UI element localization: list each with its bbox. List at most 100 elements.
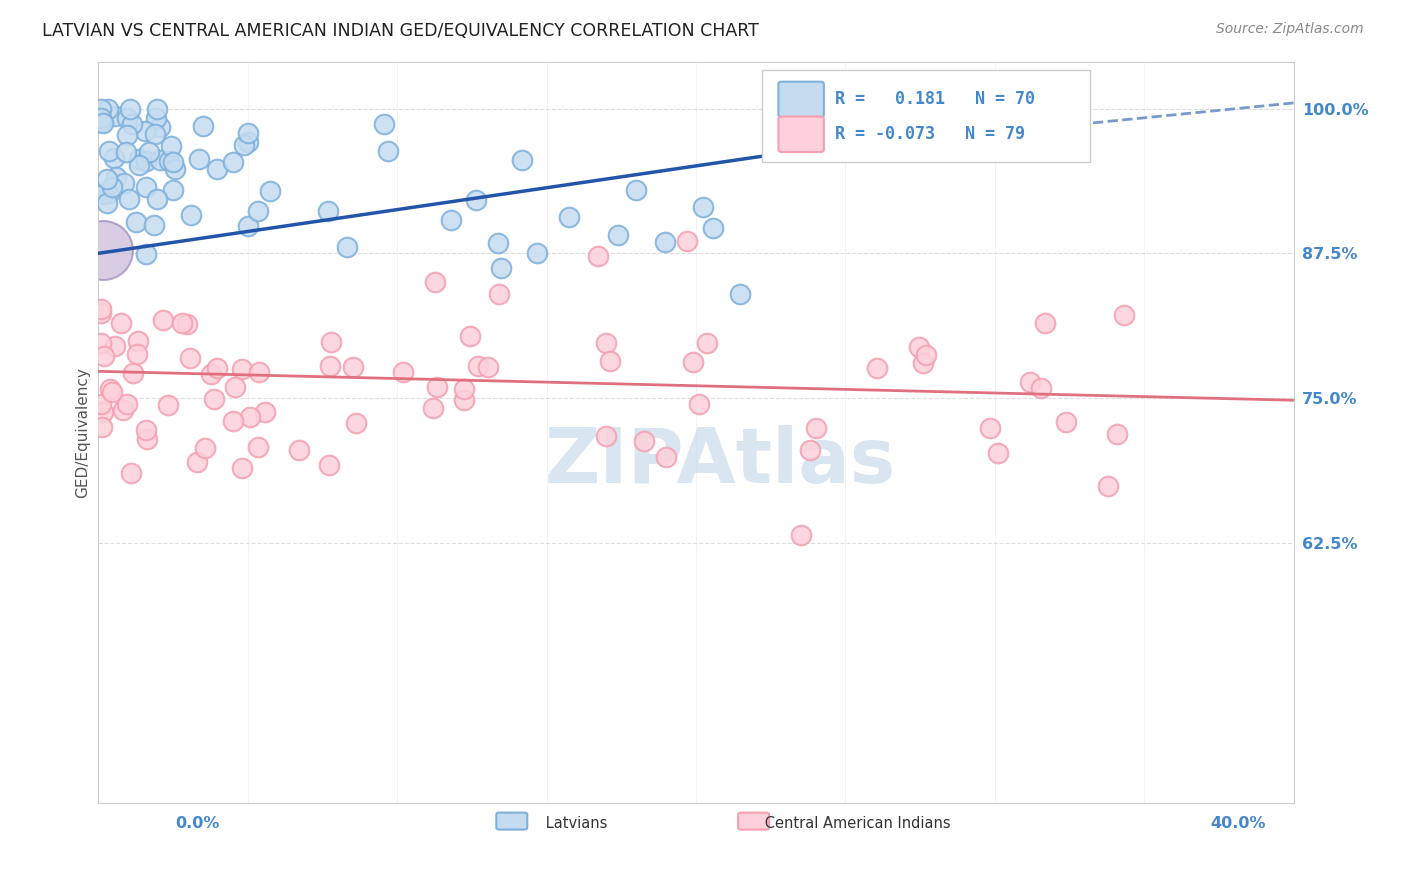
Point [624,183,647,197]
Point [236,126,259,140]
Point [120,467,142,481]
Point [98,145,121,159]
Point [149,120,172,135]
Point [91,243,114,257]
Point [180,208,202,222]
Point [392,365,415,379]
Point [595,429,617,443]
Point [142,218,165,232]
Point [222,154,245,169]
Point [239,410,262,425]
Point [115,128,138,142]
Point [122,366,145,380]
Point [90,305,112,319]
Point [453,382,475,396]
Point [259,184,281,198]
Point [247,365,270,379]
Point [202,392,225,407]
Point [233,137,256,152]
Point [135,153,157,168]
Point [426,380,449,394]
Point [110,317,132,331]
Point [1097,479,1119,493]
Text: 40.0%: 40.0% [1211,816,1265,831]
Point [912,356,935,370]
Point [422,401,444,416]
Point [125,347,148,361]
Point [135,247,157,261]
Point [702,220,724,235]
Point [342,359,364,374]
Point [377,144,399,158]
Text: R = -0.073   N = 79: R = -0.073 N = 79 [835,125,1025,144]
Point [93,349,115,363]
Point [318,359,340,374]
Point [1019,375,1042,389]
Point [162,183,184,197]
Point [599,354,621,368]
Point [91,116,114,130]
Point [696,335,718,350]
Text: 0.0%: 0.0% [176,816,221,831]
Point [157,154,180,169]
Point [488,286,510,301]
Point [152,313,174,327]
Point [118,192,141,206]
Text: LATVIAN VS CENTRAL AMERICAN INDIAN GED/EQUIVALENCY CORRELATION CHART: LATVIAN VS CENTRAL AMERICAN INDIAN GED/E… [42,22,759,40]
Point [156,398,179,412]
Point [162,155,184,169]
Point [101,179,124,194]
Point [100,382,122,396]
Point [135,423,157,437]
Point [425,276,447,290]
Point [254,405,277,419]
Point [145,111,167,125]
Point [486,235,509,250]
Point [179,351,201,365]
Point [467,359,489,373]
Point [247,441,270,455]
Point [633,434,655,448]
Point [104,109,127,123]
Point [149,153,172,168]
Y-axis label: GED/Equivalency: GED/Equivalency [75,368,90,498]
Point [90,113,112,128]
Point [101,384,124,399]
Point [186,455,208,469]
Point [112,176,135,190]
Point [96,195,118,210]
Point [125,215,148,229]
Point [588,249,610,263]
Point [96,171,118,186]
Point [104,339,127,353]
Point [135,180,157,194]
Point [91,420,114,434]
Point [1029,381,1052,395]
Point [134,124,156,138]
Point [188,152,211,166]
Point [138,145,160,159]
FancyBboxPatch shape [762,70,1091,162]
Point [336,240,359,254]
Point [146,192,169,206]
Point [231,461,253,475]
Point [373,117,395,131]
Point [344,416,367,430]
Point [121,118,143,132]
Text: Central American Indians: Central American Indians [737,816,950,831]
Point [90,115,112,129]
Point [489,261,512,276]
Point [321,334,343,349]
Point [979,421,1001,435]
Point [460,329,482,343]
Point [288,442,311,457]
Point [111,402,134,417]
FancyBboxPatch shape [779,82,824,117]
Point [1054,416,1077,430]
Point [103,151,125,165]
Point [194,441,217,455]
Point [512,153,534,167]
Point [790,528,813,542]
Point [236,135,259,149]
Point [127,334,149,348]
